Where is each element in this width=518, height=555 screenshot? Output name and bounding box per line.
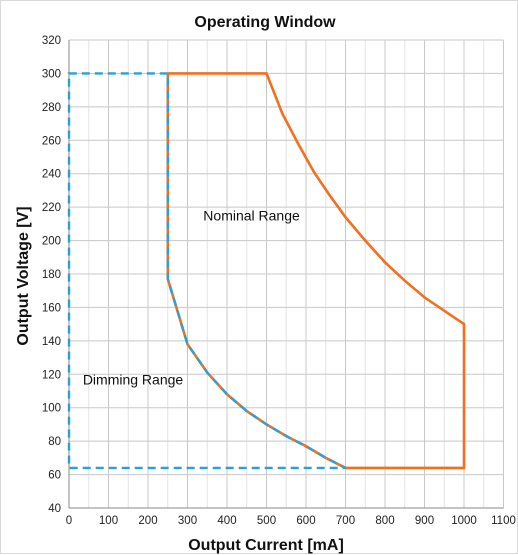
chart-title: Operating Window: [194, 14, 336, 31]
annotations: Nominal Range Dimming Range: [83, 208, 300, 388]
y-tick-label: 160: [42, 302, 61, 314]
dimming-range-line: [67, 72, 347, 470]
nominal-range-line: [166, 72, 466, 470]
y-tick-label: 260: [42, 135, 61, 147]
y-tick-label: 40: [48, 503, 61, 515]
y-tick-label: 300: [42, 68, 61, 80]
x-tick-label: 600: [296, 515, 315, 527]
x-axis-title: Output Current [mA]: [188, 537, 344, 554]
x-tick-label: 200: [138, 515, 157, 527]
y-tick-label: 200: [42, 236, 61, 248]
x-tick-label: 400: [217, 515, 236, 527]
annotation-label: Nominal Range: [203, 208, 300, 224]
y-tick-label: 240: [42, 169, 61, 181]
y-tick-label: 280: [42, 102, 61, 114]
y-tick-label: 320: [42, 35, 61, 47]
tick-labels: 0 100 200 300 400 500 600 700 800 900 1000 1100 40 60…: [42, 35, 516, 527]
x-tick-label: 0: [66, 515, 72, 527]
x-tick-label: 500: [257, 515, 276, 527]
x-tick-label: 800: [375, 515, 394, 527]
y-axis-title: Output Voltage [V]: [15, 206, 32, 345]
grid-lines: [68, 39, 504, 509]
x-tick-label: 1100: [491, 515, 516, 527]
y-tick-label: 60: [48, 470, 61, 482]
x-tick-label: 700: [336, 515, 355, 527]
y-tick-label: 140: [42, 336, 61, 348]
y-tick-label: 80: [48, 436, 61, 448]
y-tick-label: 220: [42, 202, 61, 214]
x-tick-label: 900: [415, 515, 434, 527]
annotation-label: Dimming Range: [83, 371, 184, 387]
y-tick-label: 120: [42, 369, 61, 381]
x-tick-label: 300: [178, 515, 197, 527]
series-lines: [67, 72, 466, 470]
x-tick-label: 100: [99, 515, 118, 527]
x-tick-label: 1000: [451, 515, 477, 527]
y-tick-label: 180: [42, 269, 61, 281]
y-tick-label: 100: [42, 403, 61, 415]
